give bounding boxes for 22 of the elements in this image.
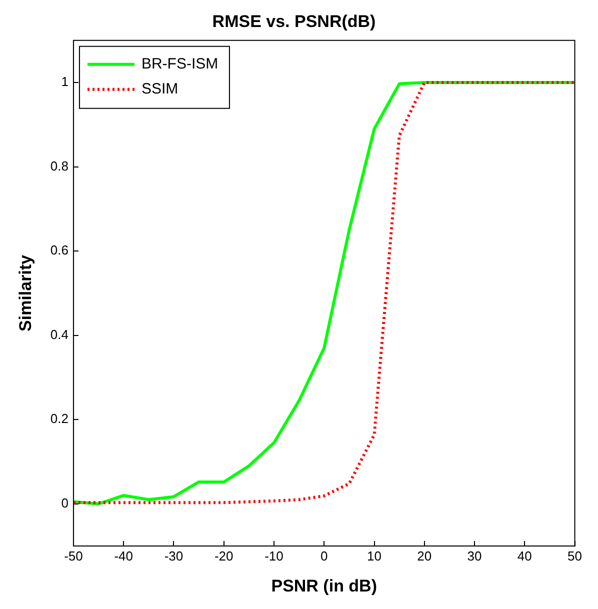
x-tick-label: 10 xyxy=(367,548,382,564)
x-tick-label: -40 xyxy=(114,548,133,564)
x-tick-label: 50 xyxy=(568,548,582,564)
x-tick-label: -20 xyxy=(214,548,234,564)
legend-label: BR-FS-ISM xyxy=(141,56,218,73)
x-axis-title: PSNR (in dB) xyxy=(271,576,378,596)
x-tick-label: 0 xyxy=(320,548,328,564)
y-tick-label: 0.2 xyxy=(50,411,68,426)
legend-label: SSIM xyxy=(141,80,178,98)
chart-title: RMSE vs. PSNR(dB) xyxy=(212,12,376,31)
x-tick-label: -30 xyxy=(164,548,184,564)
x-tick-label: 40 xyxy=(517,548,532,564)
y-tick-label: 0.8 xyxy=(50,158,68,174)
x-tick-label: -10 xyxy=(264,548,284,564)
y-axis-title: Similarity xyxy=(16,254,35,332)
y-tick-label: 0 xyxy=(61,495,68,510)
x-tick-label: 20 xyxy=(417,548,432,564)
x-tick-label: -50 xyxy=(64,548,83,564)
y-tick-label: 0.6 xyxy=(50,242,68,258)
x-tick-label: 30 xyxy=(467,548,482,564)
y-tick-label: 1 xyxy=(61,74,68,90)
y-tick-label: 0.4 xyxy=(50,326,68,342)
